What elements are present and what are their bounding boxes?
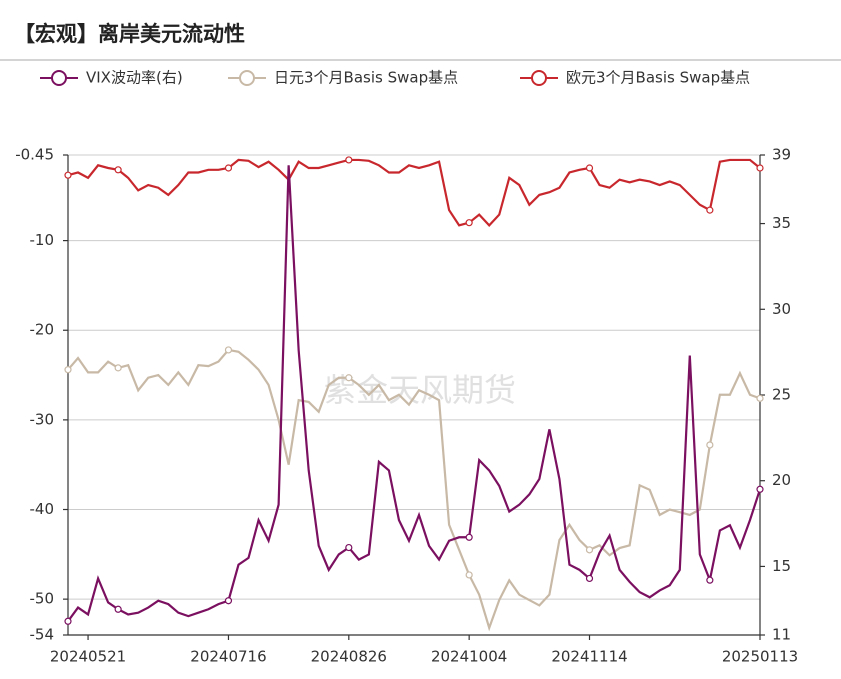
series-marker	[224, 164, 233, 172]
series-marker	[756, 485, 764, 493]
y2-tick-label: 20	[772, 471, 791, 489]
series-marker	[465, 219, 473, 227]
x-tick-label: 20240826	[311, 648, 387, 666]
series-marker	[64, 617, 72, 625]
y2-tick-label: 11	[772, 626, 791, 644]
series-marker	[114, 364, 122, 372]
legend-label: 欧元3个月Basis Swap基点	[566, 69, 750, 87]
series-marker	[64, 366, 72, 374]
y2-tick-label: 15	[772, 557, 791, 575]
legend-marker	[531, 70, 547, 86]
series-marker	[224, 597, 233, 605]
series-marker	[114, 166, 122, 174]
legend-marker	[239, 70, 255, 86]
series-marker	[224, 346, 233, 354]
y2-tick-label: 35	[772, 214, 791, 232]
series-marker	[585, 574, 594, 583]
y-tick-label: -54	[30, 626, 55, 644]
series-marker	[756, 394, 764, 402]
series-marker	[345, 156, 353, 164]
series-marker	[465, 533, 473, 541]
x-tick-label: 20241004	[431, 648, 507, 666]
y-tick-label: -0.45	[15, 146, 54, 164]
y-tick-label: -50	[30, 590, 55, 608]
chart-title: 【宏观】离岸美元流动性	[14, 22, 245, 46]
x-tick-label: 20240521	[50, 648, 126, 666]
x-tick-label: 20240716	[190, 648, 266, 666]
series-marker	[64, 171, 72, 179]
series-marker	[756, 164, 764, 172]
series-line	[67, 158, 761, 227]
series-marker	[345, 543, 353, 552]
legend-label: VIX波动率(右)	[86, 69, 183, 87]
series-marker	[585, 164, 594, 172]
series-marker	[114, 605, 122, 613]
series-marker	[585, 546, 594, 554]
series-marker	[706, 576, 714, 584]
x-tick-label: 20241114	[551, 648, 627, 666]
series-marker	[345, 374, 353, 382]
series-marker	[465, 571, 473, 579]
y-tick-label: -40	[30, 500, 55, 518]
y2-tick-label: 25	[772, 386, 791, 404]
x-tick-label: 20250113	[722, 648, 798, 666]
y2-tick-label: 30	[772, 300, 791, 318]
series-marker	[706, 206, 714, 214]
legend-marker	[51, 70, 67, 86]
series-line	[67, 348, 761, 632]
y-tick-label: -20	[30, 321, 55, 339]
series-marker	[706, 441, 714, 449]
series-line	[67, 165, 762, 622]
legend-label: 日元3个月Basis Swap基点	[274, 69, 458, 87]
y-tick-label: -10	[30, 231, 55, 249]
y-tick-label: -30	[30, 410, 55, 428]
y2-tick-label: 39	[772, 146, 791, 164]
